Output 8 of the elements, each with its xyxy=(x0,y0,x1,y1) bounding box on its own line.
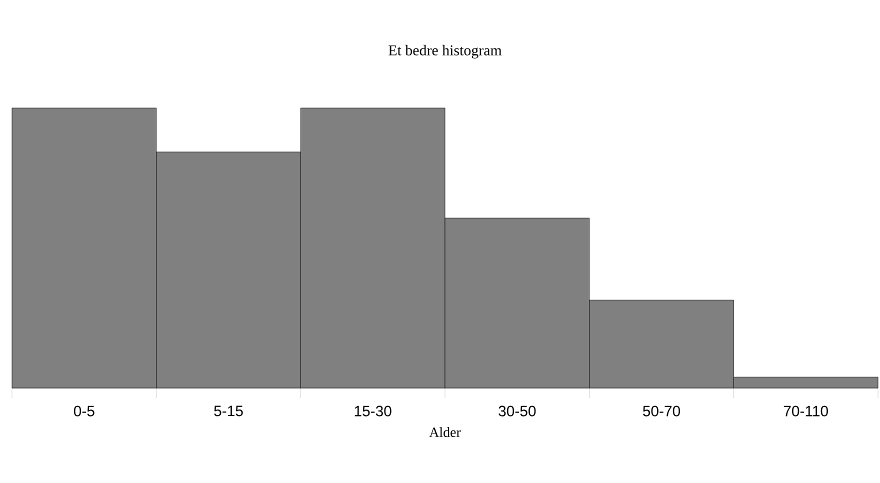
x-tick-label: 50-70 xyxy=(642,406,680,416)
chart-title: Et bedre histogram xyxy=(388,44,502,58)
x-axis-title: Alder xyxy=(429,427,461,438)
x-tick-label: 70-110 xyxy=(784,406,828,416)
x-tick-label: 0-5 xyxy=(74,406,94,416)
x-tick-label: 15-30 xyxy=(354,406,392,416)
x-tick-label: 30-50 xyxy=(498,406,536,416)
x-tick-label: 5-15 xyxy=(214,406,243,416)
